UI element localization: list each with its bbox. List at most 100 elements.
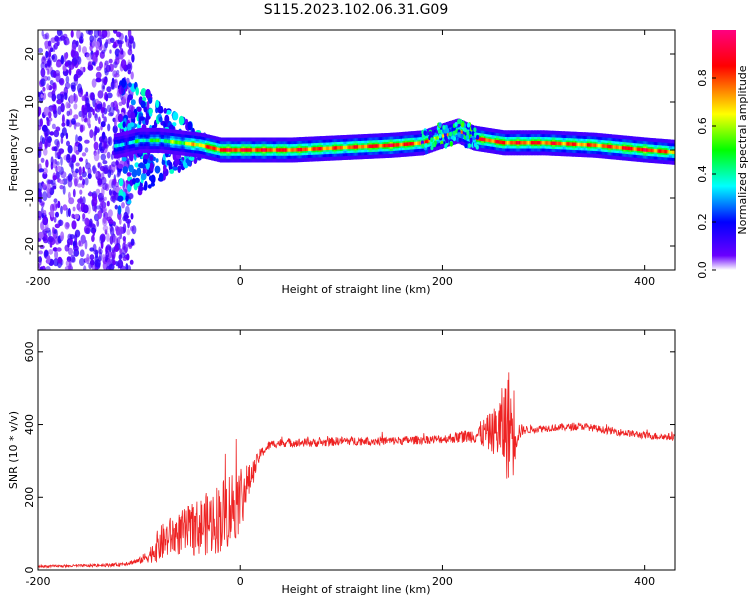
heatmap-cell	[449, 141, 453, 147]
heatmap-cell	[41, 124, 48, 132]
heatmap-cell	[326, 146, 329, 150]
heatmap-cell	[85, 158, 88, 165]
heatmap-cell	[499, 140, 502, 144]
spectrogram-xlabel: Height of straight line (km)	[281, 283, 430, 296]
heatmap-cell	[55, 61, 62, 68]
x-tick-label: 400	[634, 275, 655, 288]
heatmap-cell	[42, 33, 48, 40]
heatmap-cell	[113, 73, 120, 78]
heatmap-cell	[77, 197, 84, 205]
heatmap-cell	[70, 237, 73, 246]
heatmap-cell	[112, 79, 117, 84]
heatmap-cell	[183, 141, 186, 145]
heatmap-cell	[102, 254, 106, 262]
heatmap-cell	[603, 144, 606, 148]
heatmap-cell	[92, 108, 95, 116]
heatmap-cell	[89, 129, 94, 139]
heatmap-cell	[103, 142, 107, 149]
heatmap-cell	[594, 143, 597, 147]
heatmap-cell	[161, 159, 166, 166]
heatmap-cell	[62, 33, 68, 39]
heatmap-cell	[145, 161, 151, 170]
heatmap-cell	[49, 79, 54, 86]
heatmap-cell	[637, 147, 640, 151]
heatmap-cell	[518, 141, 521, 145]
heatmap-cell	[491, 139, 494, 143]
heatmap-cell	[102, 160, 108, 165]
heatmap-cell	[424, 140, 427, 144]
heatmap-cell	[73, 93, 78, 104]
heatmap-cell	[91, 78, 97, 88]
heatmap-cell	[85, 227, 90, 234]
heatmap-cell	[38, 47, 43, 54]
heatmap-cell	[117, 195, 124, 202]
heatmap-cell	[39, 118, 43, 127]
heatmap-cell	[373, 144, 376, 148]
heatmap-cell	[57, 165, 62, 172]
heatmap-cell	[250, 148, 253, 152]
heatmap-cell	[64, 82, 71, 90]
heatmap-cell	[631, 147, 634, 151]
heatmap-cell	[61, 122, 66, 127]
heatmap-cell	[113, 41, 117, 48]
heatmap-cell	[179, 141, 182, 145]
heatmap-cell	[242, 148, 245, 152]
heatmap-cell	[113, 235, 118, 245]
heatmap-cell	[74, 229, 81, 238]
heatmap-cell	[497, 140, 500, 144]
heatmap-cell	[65, 259, 71, 267]
heatmap-cell	[122, 256, 128, 261]
heatmap-cell	[412, 141, 415, 146]
snr-frame	[37, 329, 676, 571]
heatmap-cell	[606, 144, 609, 149]
heatmap-cell	[655, 149, 658, 153]
heatmap-cell	[573, 142, 576, 146]
heatmap-cell	[149, 162, 154, 172]
heatmap-cell	[585, 143, 588, 147]
heatmap-cell	[107, 250, 113, 259]
heatmap-cell	[112, 260, 116, 266]
heatmap-cell	[309, 147, 312, 151]
heatmap-cell	[335, 146, 338, 150]
heatmap-cell	[285, 148, 288, 152]
heatmap-cell	[100, 176, 107, 185]
colorbar-label: Normalized spectral amplitude	[736, 65, 749, 234]
heatmap-cell	[121, 77, 127, 88]
heatmap-cell	[112, 221, 116, 227]
heatmap-cell	[130, 140, 133, 145]
heatmap-cell	[347, 145, 350, 149]
heatmap-cell	[397, 143, 400, 147]
heatmap-cell	[529, 141, 532, 145]
heatmap-cell	[102, 212, 106, 218]
heatmap-cell	[64, 266, 71, 270]
heatmap-cell	[576, 142, 579, 147]
heatmap-cell	[87, 64, 94, 71]
heatmap-cell	[51, 182, 57, 188]
heatmap-cell	[64, 39, 67, 45]
heatmap-cell	[62, 204, 68, 211]
heatmap-cell	[505, 141, 508, 145]
heatmap-cell	[547, 141, 550, 145]
heatmap-cell	[119, 248, 122, 254]
heatmap-cell	[466, 122, 471, 128]
colorbar-tick-label: 0.0	[696, 261, 709, 279]
heatmap-cell	[213, 146, 217, 151]
heatmap-cell	[650, 148, 653, 153]
heatmap-cell	[117, 113, 123, 123]
heatmap-cell	[488, 138, 491, 143]
heatmap-cell	[132, 178, 136, 185]
heatmap-cell	[73, 144, 78, 154]
heatmap-cell	[148, 108, 153, 114]
heatmap-cell	[662, 149, 666, 154]
heatmap-cell	[336, 146, 339, 150]
heatmap-cell	[163, 164, 167, 172]
heatmap-cell	[436, 135, 440, 140]
heatmap-cell	[283, 148, 286, 152]
heatmap-cell	[444, 143, 448, 149]
heatmap-cell	[157, 138, 160, 143]
heatmap-cell	[634, 147, 637, 151]
heatmap-cell	[83, 107, 88, 115]
heatmap-cell	[541, 141, 544, 145]
heatmap-cell	[118, 101, 123, 107]
heatmap-cell	[139, 116, 146, 121]
